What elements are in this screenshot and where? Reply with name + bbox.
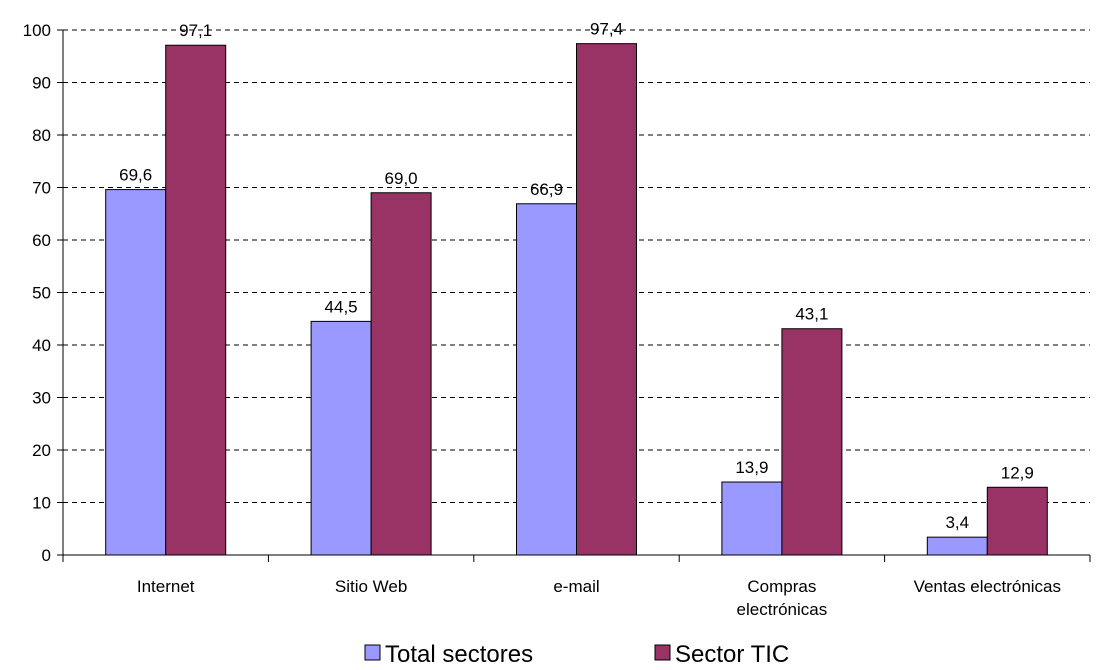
labels: 69,6 97,1 Internet 44,5 69,0 Sitio Web 66,9 97,… xyxy=(119,20,1061,619)
x-category-label: Compras xyxy=(747,577,816,596)
x-category-label: Ventas electrónicas xyxy=(914,577,1061,596)
bar xyxy=(781,328,843,556)
y-tick-label: 60 xyxy=(32,231,51,250)
y-tick-label: 0 xyxy=(42,546,51,565)
bars xyxy=(105,43,1048,556)
data-label: 97,1 xyxy=(179,21,212,40)
bar xyxy=(516,203,577,556)
y-tick-label: 30 xyxy=(32,389,51,408)
axes: 0 10 20 30 40 50 60 70 80 90 100 xyxy=(23,21,1091,565)
legend-swatch xyxy=(364,644,381,661)
data-label: 97,4 xyxy=(590,20,623,39)
legend-swatch xyxy=(654,644,671,661)
x-category-label: electrónicas xyxy=(737,600,828,619)
bar xyxy=(105,189,167,556)
data-label: 69,0 xyxy=(385,169,418,188)
bar xyxy=(926,536,988,556)
x-category-label: Internet xyxy=(137,577,195,596)
y-tick-label: 90 xyxy=(32,74,51,93)
data-label: 69,6 xyxy=(119,166,152,185)
bar xyxy=(165,44,227,556)
y-tick-label: 80 xyxy=(32,126,51,145)
data-label: 13,9 xyxy=(735,458,768,477)
bar xyxy=(576,43,637,556)
y-tick-label: 20 xyxy=(32,441,51,460)
bar xyxy=(310,320,372,556)
bar xyxy=(370,192,432,556)
bar xyxy=(986,486,1048,556)
y-tick-label: 40 xyxy=(32,336,51,355)
y-tick-label: 100 xyxy=(23,21,51,40)
x-category-label: Sitio Web xyxy=(335,577,407,596)
x-category-label: e-mail xyxy=(553,577,599,596)
y-tick-label: 10 xyxy=(32,494,51,513)
y-tick-label: 70 xyxy=(32,179,51,198)
legend: Total sectores Sector TIC xyxy=(364,641,789,668)
legend-label: Sector TIC xyxy=(675,641,789,668)
bar xyxy=(721,481,783,556)
legend-label: Total sectores xyxy=(385,641,533,668)
data-label: 66,9 xyxy=(530,180,563,199)
y-tick-label: 50 xyxy=(32,284,51,303)
data-label: 43,1 xyxy=(795,305,828,324)
data-label: 3,4 xyxy=(945,513,969,532)
data-label: 44,5 xyxy=(325,297,358,316)
data-label: 12,9 xyxy=(1001,463,1034,482)
